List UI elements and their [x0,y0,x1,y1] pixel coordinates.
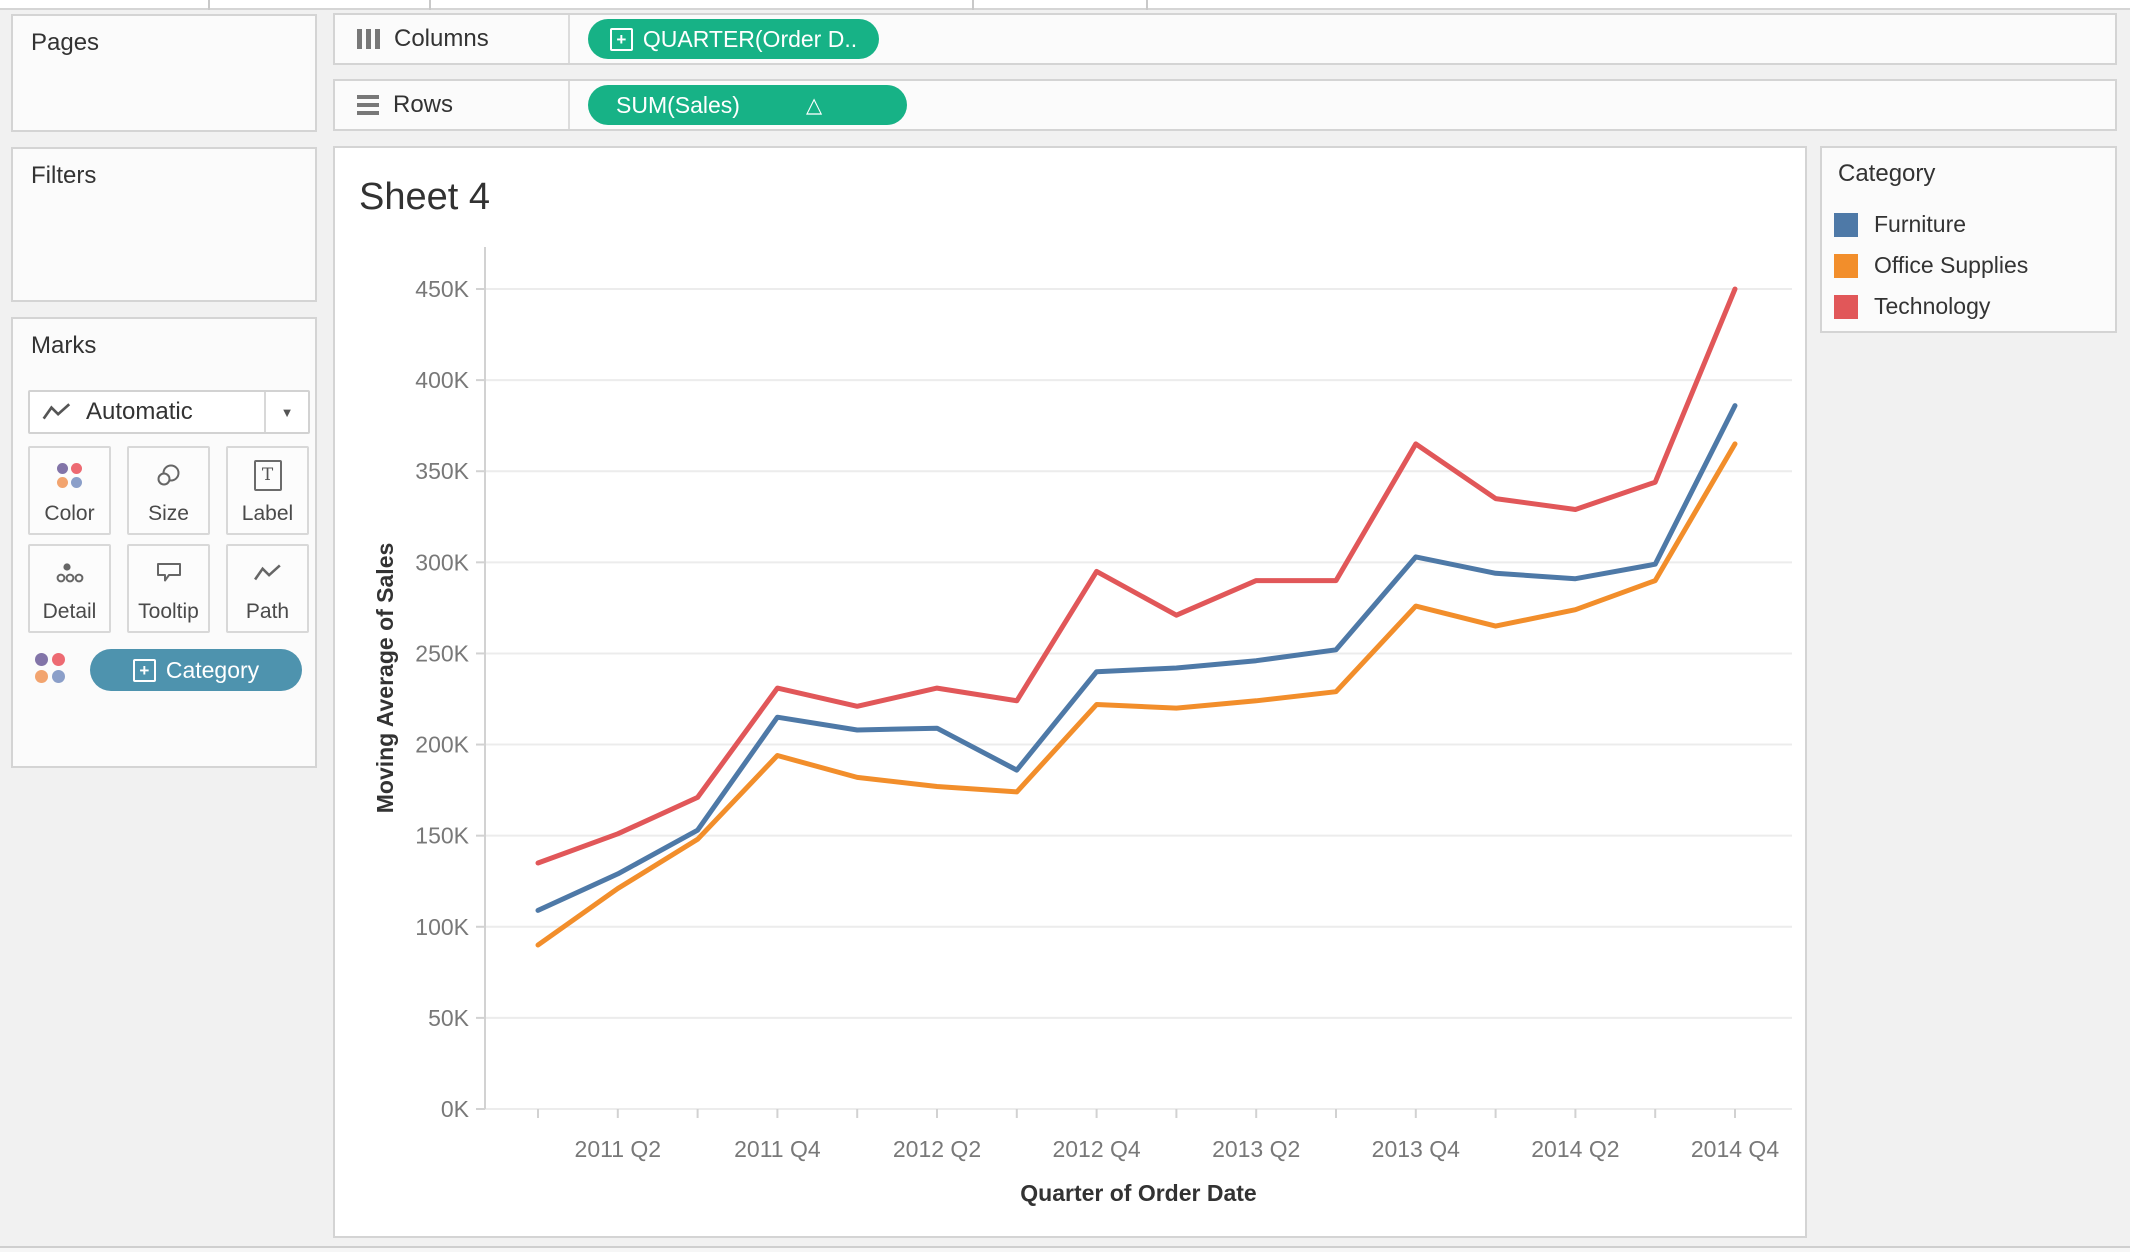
detail-button[interactable]: Detail [28,544,111,633]
tooltip-button[interactable]: Tooltip [127,544,210,633]
columns-icon [357,29,380,49]
status-bar-area [0,1248,2130,1252]
legend-item[interactable]: Technology [1834,286,2107,327]
chart[interactable]: 0K 50K 100K 150K 200K 250K 300K 350K 400K 450K 201… [335,148,1805,1236]
sheet-view[interactable]: Sheet 4 0K 50K 100K 150K 200K 250K 300K 350K 400… [333,146,1807,1238]
sheet-title: Sheet 4 [359,176,490,218]
toolbar-separator [429,0,431,10]
svg-text:2012 Q2: 2012 Q2 [893,1136,981,1162]
svg-text:400K: 400K [415,367,469,393]
svg-text:2014 Q4: 2014 Q4 [1691,1136,1779,1162]
columns-shelf-label: Columns [394,25,489,52]
size-button-label: Size [148,502,189,525]
text-label-icon: T [228,458,307,492]
legend-item-label: Technology [1874,293,1991,319]
color-button[interactable]: Color [28,446,111,535]
color-encoding-dots-icon [35,653,65,683]
svg-text:2011 Q2: 2011 Q2 [575,1136,662,1162]
legend-item-label: Furniture [1874,211,1967,237]
svg-text:200K: 200K [415,732,469,758]
svg-text:Moving Average of Sales: Moving Average of Sales [372,543,398,814]
rows-pill-label: SUM(Sales) [616,91,740,118]
svg-text:2013 Q2: 2013 Q2 [1212,1136,1300,1162]
svg-text:100K: 100K [415,914,469,940]
marks-card-label: Marks [31,332,97,359]
path-button[interactable]: Path [226,544,309,633]
plus-box-icon[interactable]: + [609,27,633,51]
status-bar-edge [0,1246,2130,1248]
category-color-pill[interactable]: + Category [90,649,302,691]
mark-type-dropdown[interactable]: Automatic ▼ [28,390,310,434]
tooltip-bubble-icon [129,556,208,590]
svg-text:150K: 150K [415,823,469,849]
toolbar-edge [0,0,2130,10]
svg-text:2013 Q4: 2013 Q4 [1372,1136,1460,1162]
delta-table-calc-icon: △ [805,93,823,117]
rows-shelf[interactable]: Rows SUM(Sales) △ [333,79,2117,131]
marks-card: Marks Automatic ▼ Color Size T Label [11,317,317,768]
label-button-label: Label [241,502,294,525]
path-line-icon [228,556,307,590]
sum-sales-pill[interactable]: SUM(Sales) △ [588,85,907,125]
svg-text:2012 Q4: 2012 Q4 [1052,1136,1140,1162]
legend-swatch-icon [1834,253,1858,278]
detail-button-label: Detail [42,600,97,623]
size-circles-icon [129,458,208,492]
rows-shelf-label: Rows [393,91,454,118]
detail-dots-icon [30,556,109,590]
color-dots-icon [30,458,109,492]
rows-icon [357,95,379,115]
legend-items: Furniture Office Supplies Technology [1834,204,2107,327]
toolbar-separator [208,0,210,10]
svg-text:50K: 50K [428,1005,470,1031]
mark-type-value: Automatic [86,398,193,425]
legend-category[interactable]: Category Furniture Office Supplies Technol… [1820,146,2117,333]
filters-shelf[interactable]: Filters [11,147,317,302]
legend-item[interactable]: Furniture [1834,204,2107,245]
plus-box-icon[interactable]: + [132,658,156,682]
legend-swatch-icon [1834,294,1858,319]
pages-shelf[interactable]: Pages [11,14,317,132]
svg-text:450K: 450K [415,276,469,302]
columns-pill-label: QUARTER(Order D.. [642,25,858,52]
svg-text:350K: 350K [415,458,469,484]
legend-item[interactable]: Office Supplies [1834,245,2107,286]
svg-text:300K: 300K [415,549,469,575]
legend-swatch-icon [1834,212,1858,237]
filters-shelf-label: Filters [31,162,97,189]
svg-text:0K: 0K [441,1096,470,1122]
svg-text:2011 Q4: 2011 Q4 [734,1136,821,1162]
legend-item-label: Office Supplies [1874,252,2029,278]
columns-shelf-header: Columns [335,15,570,63]
svg-text:2014 Q2: 2014 Q2 [1531,1136,1619,1162]
quarter-order-date-pill[interactable]: + QUARTER(Order D.. [588,19,879,59]
columns-shelf[interactable]: Columns + QUARTER(Order D.. [333,13,2117,65]
path-button-label: Path [245,600,290,623]
color-button-label: Color [44,502,95,525]
pages-shelf-label: Pages [31,29,100,56]
tooltip-button-label: Tooltip [138,600,199,623]
size-button[interactable]: Size [127,446,210,535]
legend-title: Category [1838,160,1936,187]
rows-shelf-header: Rows [335,81,570,129]
category-pill-label: Category [165,656,260,683]
label-button[interactable]: T Label [226,446,309,535]
svg-text:250K: 250K [415,640,469,666]
toolbar-separator [972,0,974,10]
toolbar-separator [1146,0,1148,10]
line-mark-icon [42,403,71,420]
svg-text:Quarter of Order Date: Quarter of Order Date [1020,1180,1256,1206]
chevron-down-icon[interactable]: ▼ [264,392,308,432]
